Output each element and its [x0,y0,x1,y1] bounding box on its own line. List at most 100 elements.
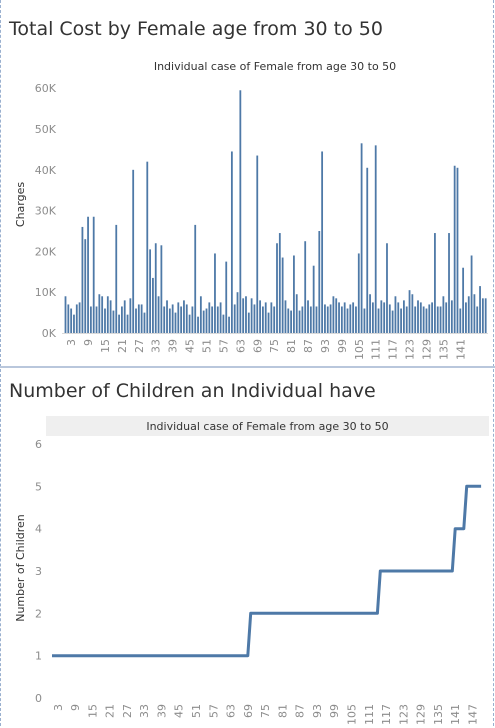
charge-bar [84,239,87,333]
charge-bar [180,306,183,333]
x-tick-label: 45 [173,704,186,718]
charge-bar [309,306,312,333]
charge-bar [197,316,199,333]
x-tick-label: 27 [133,339,146,353]
charge-bar [98,294,101,333]
y-tick-label: 0K [42,327,57,340]
charge-bar [78,302,81,333]
charge-bar [211,306,214,333]
charge-bar [129,298,132,333]
charge-bar [233,304,236,333]
x-tick-label: 69 [251,339,264,353]
chart-header: Individual case of Female from age 30 to… [146,420,388,433]
charge-bar [183,300,185,333]
charge-bar [174,312,177,333]
charge-bar [377,308,380,333]
y-tick-label: 2 [35,607,42,620]
charge-bar [205,308,208,333]
x-tick-label: 51 [201,339,214,353]
charge-bar [202,310,205,333]
x-tick-label: 123 [397,704,410,725]
charge-bar [101,296,104,333]
y-tick-label: 40K [35,164,57,177]
charge-bar [383,302,386,333]
charge-bar [64,296,67,333]
x-tick-label: 123 [404,339,417,360]
x-tick-label: 105 [353,339,366,360]
charge-bar [92,216,95,333]
charge-bar [363,308,366,333]
x-tick-label: 27 [121,704,134,718]
x-tick-label: 21 [104,704,117,718]
charge-bar [208,302,211,333]
charge-bar [171,304,174,333]
charge-bar [239,90,242,334]
charge-bar [445,302,448,333]
y-tick-label: 20K [35,245,57,258]
x-tick-label: 39 [155,704,168,718]
charge-bar [67,304,70,333]
charge-bar [332,296,335,333]
charge-bar [135,308,137,333]
y-tick-label: 50K [35,123,57,136]
charge-bar [434,233,436,333]
charge-bar [216,306,219,333]
charge-bar [301,306,304,333]
charge-bar [87,216,89,333]
x-tick-label: 105 [346,704,359,725]
charge-bar [126,314,129,333]
charge-bar [225,261,228,333]
charge-bar [112,310,115,333]
charge-bar [95,306,98,333]
panel-title: Number of Children an Individual have [9,380,376,402]
x-tick-label: 141 [454,339,467,360]
charge-bar [307,300,309,333]
charge-bar [295,294,298,333]
charge-bar [104,308,106,333]
y-tick-label: 6 [35,438,42,451]
charge-bar [467,296,470,333]
charge-bar [338,302,340,333]
x-tick-label: 15 [99,339,112,353]
x-tick-label: 69 [242,704,255,718]
y-axis-label: Number of Children [14,514,27,622]
charge-bar [462,267,465,333]
x-tick-label: 111 [370,339,383,360]
x-tick-label: 93 [319,339,332,353]
chart-header-bar [46,416,489,436]
charge-bar [312,265,315,333]
y-tick-label: 30K [35,205,57,218]
x-tick-label: 15 [86,704,99,718]
charge-bar [166,300,168,333]
charge-bar [369,294,371,333]
charge-bar [185,304,188,333]
charge-bar [276,243,278,333]
charge-bar [115,224,118,333]
x-tick-label: 45 [184,339,197,353]
x-tick-label: 129 [415,704,428,725]
charge-bar [324,304,326,333]
charge-bar [256,155,259,333]
y-tick-label: 10K [35,286,57,299]
charge-bar [476,306,479,333]
children-count-panel: Number of Children an Individual have In… [0,366,495,726]
y-tick-label: 0 [35,692,42,705]
x-tick-label: 3 [65,339,78,346]
charge-bar [70,308,73,333]
charge-bar [236,292,239,333]
charge-bar [160,245,163,333]
x-tick-label: 57 [207,704,220,718]
charge-bar [222,314,225,333]
children-line-chart: Individual case of Female from age 30 to… [14,416,489,725]
panel-title: Total Cost by Female age from 30 to 50 [9,18,383,40]
x-tick-label: 75 [268,339,281,353]
y-tick-label: 5 [35,480,42,493]
x-tick-label: 75 [259,704,272,718]
charge-bar [154,243,157,333]
x-tick-label: 135 [432,704,445,725]
charge-bar [191,306,194,333]
charge-bar [366,167,369,333]
charge-bar [194,224,197,333]
charge-bar [329,304,332,333]
charge-bar [106,296,109,333]
